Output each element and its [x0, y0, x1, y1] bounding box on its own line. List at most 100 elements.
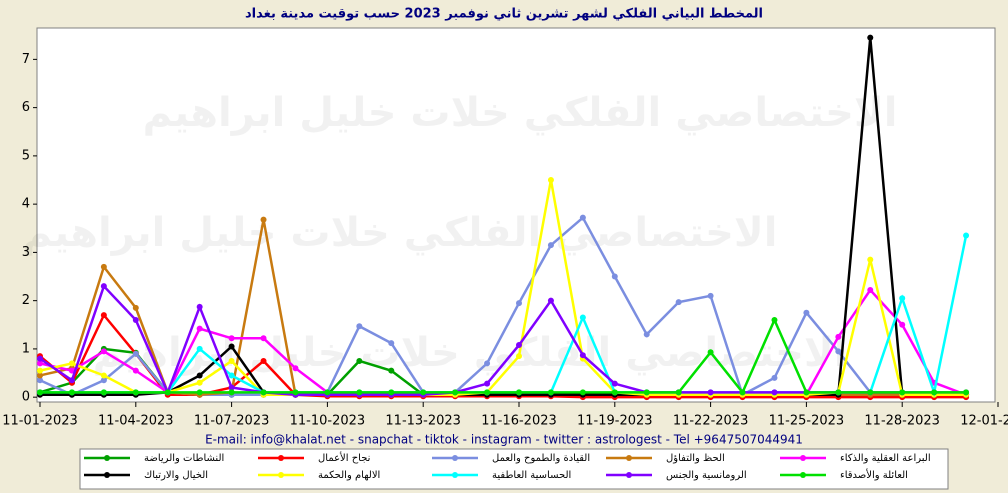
x-tick-label: 11-10-2023 — [290, 414, 366, 429]
point — [228, 372, 235, 379]
point — [675, 389, 682, 396]
legend-label: النشاطات والرياضة — [144, 453, 224, 464]
point — [100, 372, 107, 379]
point — [388, 340, 395, 347]
point — [899, 295, 906, 302]
series-line — [40, 316, 967, 395]
x-tick-label: 11-25-2023 — [769, 414, 845, 429]
legend-marker — [278, 472, 284, 478]
point — [707, 292, 714, 299]
point — [963, 389, 970, 396]
legend-label: نجاح الأعمال — [318, 451, 370, 464]
legend-label: الحظ والتفاؤل — [666, 453, 725, 464]
point — [260, 216, 267, 223]
point — [835, 348, 842, 355]
legend-label: الرومانسية والجنس — [666, 470, 747, 481]
point — [68, 377, 75, 384]
legend-label: العائلة والأصدقاء — [840, 468, 908, 481]
footer: E-mail: info@khalat.net - snapchat - tik… — [205, 433, 803, 447]
x-tick-label: 11-07-2023 — [194, 414, 270, 429]
point — [643, 331, 650, 338]
point — [484, 360, 491, 367]
point — [516, 342, 522, 349]
point — [388, 389, 395, 396]
point — [228, 384, 235, 391]
point — [132, 367, 139, 374]
point — [516, 389, 522, 396]
point — [292, 389, 299, 396]
point — [803, 309, 810, 316]
y-tick-label: 1 — [22, 341, 30, 356]
point — [579, 352, 586, 359]
point — [196, 345, 203, 352]
y-tick-label: 3 — [22, 245, 30, 260]
point — [516, 353, 522, 360]
point — [356, 323, 363, 330]
point — [100, 348, 107, 355]
point — [260, 335, 267, 342]
point — [547, 177, 554, 184]
point — [579, 314, 586, 321]
point — [292, 365, 299, 372]
legend-marker — [104, 455, 110, 461]
y-tick-label: 4 — [22, 197, 30, 212]
legend-marker — [626, 455, 632, 461]
point — [37, 389, 43, 396]
point — [100, 389, 107, 396]
point — [484, 389, 491, 396]
point — [37, 355, 43, 362]
legend-marker — [278, 455, 284, 461]
chart-title: المخطط البياني الفلكي لشهر تشرين ثاني نو… — [245, 7, 763, 22]
point — [196, 389, 203, 396]
point — [37, 367, 43, 374]
legend-marker — [800, 455, 806, 461]
point — [867, 389, 874, 396]
x-tick-label: 11-28-2023 — [864, 414, 940, 429]
watermark: الاختصاصي الفلكي خلات خليل ابراهيم — [143, 90, 898, 136]
point — [707, 389, 714, 396]
point — [611, 273, 618, 280]
watermark: الاختصاصي الفلكي خلات خليل ابراهيم — [23, 210, 778, 256]
legend-marker — [626, 472, 632, 478]
point — [867, 256, 874, 263]
x-tick-label: 12-01-2023 — [960, 414, 1008, 429]
point — [324, 389, 331, 396]
point — [452, 389, 459, 396]
legend-label: الخيال والارتباك — [144, 470, 208, 481]
point — [547, 242, 554, 249]
series-line — [39, 179, 967, 397]
point — [771, 316, 778, 323]
point — [899, 389, 906, 396]
point — [132, 389, 139, 396]
x-tick-label: 11-19-2023 — [577, 414, 653, 429]
point — [803, 389, 810, 396]
point — [931, 389, 938, 396]
point — [867, 287, 874, 294]
plot-area — [36, 27, 996, 403]
y-tick-label: 0 — [22, 390, 30, 405]
x-tick-label: 11-01-2023 — [2, 414, 78, 429]
point — [132, 350, 139, 357]
y-tick-label: 2 — [22, 293, 30, 308]
point — [37, 377, 43, 384]
point — [356, 389, 363, 396]
point — [707, 349, 714, 356]
legend-label: البراعة العقلية والذكاء — [840, 453, 931, 464]
legend-marker — [800, 472, 806, 478]
x-tick-label: 11-16-2023 — [481, 414, 557, 429]
point — [771, 389, 778, 396]
y-tick-label: 5 — [22, 148, 30, 163]
point — [579, 214, 586, 221]
point — [37, 360, 43, 367]
point — [675, 299, 682, 306]
point — [388, 367, 395, 374]
x-tick-label: 11-13-2023 — [385, 414, 461, 429]
point — [100, 312, 107, 319]
point — [547, 297, 554, 304]
x-tick-label: 11-04-2023 — [98, 414, 174, 429]
point — [867, 34, 874, 41]
point — [132, 304, 139, 311]
point — [835, 333, 842, 340]
x-tick-label: 11-22-2023 — [673, 414, 749, 429]
